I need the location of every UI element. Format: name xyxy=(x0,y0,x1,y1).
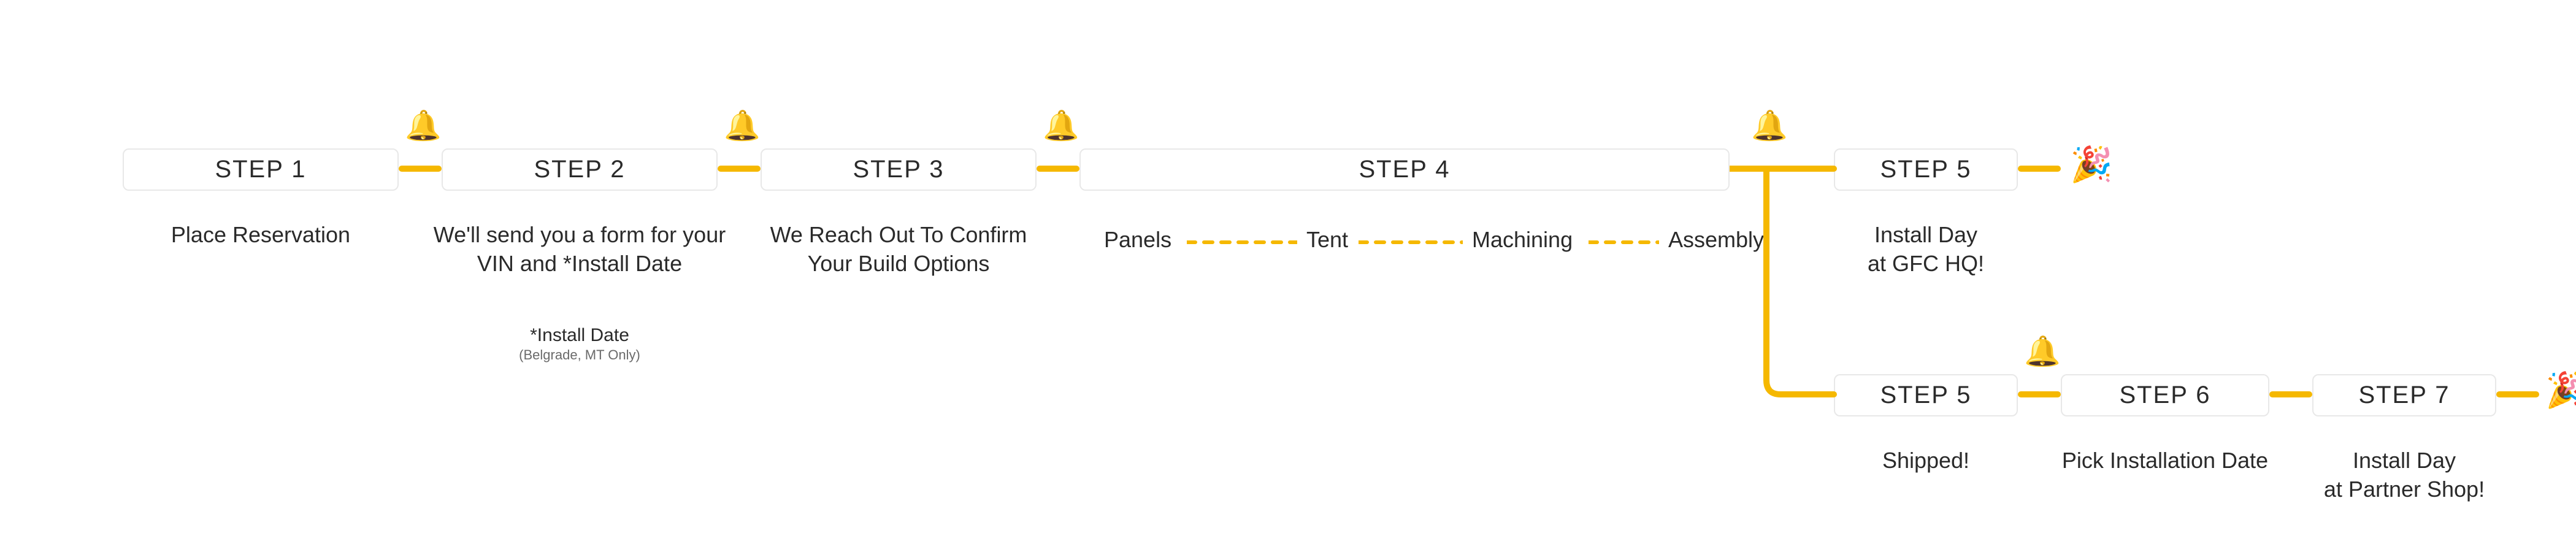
step-1-label: STEP 1 xyxy=(215,156,306,183)
step-2-box: STEP 2 xyxy=(442,148,718,191)
substep-panels: Panels xyxy=(1104,227,1171,253)
step-1-box: STEP 1 xyxy=(123,148,399,191)
bell-icon-4: 🔔 xyxy=(1043,112,1079,141)
step-2-footnote-title: *Install Date xyxy=(442,325,718,346)
conn-2-3 xyxy=(718,166,761,172)
branch-connector xyxy=(1730,110,1840,405)
conn-3-4 xyxy=(1037,166,1079,172)
step-5b-label: STEP 5 xyxy=(1880,381,1971,408)
step-5b-desc: Shipped! xyxy=(1834,447,2018,475)
step-2-label: STEP 2 xyxy=(534,156,625,183)
step-2-footnote-sub: (Belgrade, MT Only) xyxy=(442,347,718,363)
step-7-label: STEP 7 xyxy=(2358,381,2450,408)
step-6-label: STEP 6 xyxy=(2119,381,2210,408)
bell-icon-2: 🔔 xyxy=(405,112,442,141)
bell-icon-branch: 🔔 xyxy=(1751,112,1788,141)
conn-5a-party xyxy=(2018,166,2061,172)
step-7-desc: Install Day at Partner Shop! xyxy=(2294,447,2515,504)
step-4-box: STEP 4 xyxy=(1079,148,1730,191)
step-3-box: STEP 3 xyxy=(761,148,1037,191)
step-2-desc: We'll send you a form for your VIN and *… xyxy=(429,221,730,278)
step-7-box: STEP 7 xyxy=(2312,374,2496,416)
substep-dash-1 xyxy=(1187,239,1297,245)
step-5a-box: STEP 5 xyxy=(1834,148,2018,191)
step-1-desc: Place Reservation xyxy=(123,221,399,250)
step-3-label: STEP 3 xyxy=(853,156,944,183)
step-3-desc: We Reach Out To Confirm Your Build Optio… xyxy=(761,221,1037,278)
substep-dash-2 xyxy=(1359,239,1463,245)
conn-5b-6 xyxy=(2018,391,2061,397)
conn-1-2 xyxy=(399,166,442,172)
step-5a-label: STEP 5 xyxy=(1880,156,1971,183)
bell-icon-3: 🔔 xyxy=(724,112,761,141)
party-icon-1: 🎉 xyxy=(2070,147,2113,182)
conn-6-7 xyxy=(2269,391,2312,397)
substep-machining: Machining xyxy=(1472,227,1573,253)
substep-dash-3 xyxy=(1589,239,1659,245)
step-4-label: STEP 4 xyxy=(1359,156,1450,183)
step-2-footnote: *Install Date (Belgrade, MT Only) xyxy=(442,325,718,363)
party-icon-2: 🎉 xyxy=(2545,373,2576,407)
substep-tent: Tent xyxy=(1306,227,1348,253)
bell-icon-6: 🔔 xyxy=(2024,337,2061,367)
step-5a-desc: Install Day at GFC HQ! xyxy=(1815,221,2036,278)
step-5b-box: STEP 5 xyxy=(1834,374,2018,416)
step-6-box: STEP 6 xyxy=(2061,374,2269,416)
step-6-desc: Pick Installation Date xyxy=(2049,447,2282,475)
conn-7-party xyxy=(2496,391,2539,397)
